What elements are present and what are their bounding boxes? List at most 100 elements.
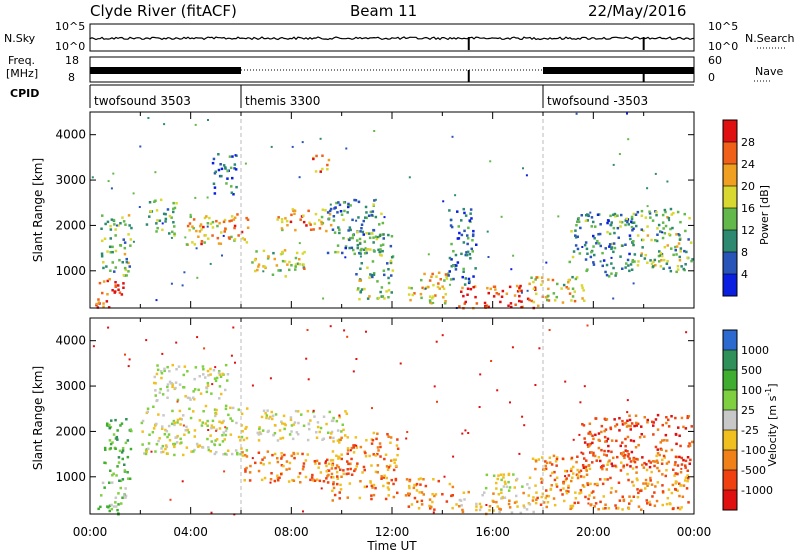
scatter-cell [201, 446, 205, 449]
scatter-dot [234, 361, 236, 364]
scatter-cell [122, 274, 125, 277]
scatter-cell [344, 246, 347, 250]
scatter-cell [166, 452, 169, 455]
scatter-cell [102, 261, 105, 264]
scatter-cell [467, 490, 470, 494]
scatter-cell [629, 428, 632, 431]
scatter-cell [413, 496, 417, 500]
scatter-cell [338, 203, 342, 207]
scatter-cell [157, 439, 160, 443]
scatter-cell [547, 287, 550, 291]
scatter-cell [312, 157, 315, 161]
scatter-cell [337, 201, 340, 204]
scatter-cell [604, 247, 607, 250]
scatter-cell [669, 227, 672, 231]
scatter-cell [586, 443, 590, 446]
scatter-cell [387, 268, 390, 271]
scatter-cell [626, 435, 630, 439]
scatter-cell [448, 270, 451, 273]
scatter-cell [370, 484, 374, 488]
scatter-cell [116, 438, 119, 441]
scatter-cell [486, 286, 489, 290]
scatter-cell [296, 410, 300, 413]
scatter-cell [531, 457, 535, 460]
scatter-cell [672, 468, 675, 471]
scatter-cell [570, 299, 573, 302]
scatter-dot [251, 457, 254, 460]
scatter-cell [645, 468, 649, 472]
scatter-cell [260, 415, 264, 419]
scatter-cell [624, 243, 627, 246]
scatter-cell [101, 291, 104, 295]
scatter-cell [638, 436, 642, 439]
scatter-cell [580, 284, 584, 287]
scatter-cell [154, 394, 157, 397]
scatter-cell [182, 414, 185, 417]
scatter-cell [630, 422, 634, 425]
scatter-cell [219, 242, 223, 245]
scatter-cell [318, 479, 322, 483]
scatter-dot [575, 112, 578, 115]
scatter-cell [324, 461, 327, 465]
scatter-cell [360, 223, 364, 226]
scatter-cell [656, 452, 660, 455]
scatter-cell [428, 504, 431, 508]
scatter-cell [636, 495, 640, 499]
scatter-cell [582, 466, 586, 469]
scatter-dot [344, 256, 347, 259]
scatter-cell [396, 491, 399, 495]
scatter-cell [112, 218, 116, 222]
scatter-cell [390, 291, 393, 294]
scatter-cell [379, 244, 383, 247]
scatter-cell [363, 468, 366, 472]
scatter-cell [178, 383, 182, 386]
scatter-cell [468, 280, 471, 283]
scatter-cell [230, 215, 234, 218]
scatter-cell [515, 494, 518, 498]
scatter-dot [432, 301, 435, 304]
scatter-cell [567, 474, 571, 477]
scatter-cell [503, 496, 507, 499]
scatter-cell [125, 274, 128, 277]
scatter-cell [415, 482, 419, 486]
scatter-cell [643, 416, 646, 419]
scatter-cell [626, 419, 629, 422]
scatter-cell [161, 228, 164, 232]
colorbar-swatch [723, 252, 737, 275]
scatter-cell [126, 439, 130, 442]
scatter-cell [449, 218, 453, 222]
scatter-cell [610, 450, 613, 454]
scatter-cell [340, 453, 343, 456]
scatter-cell [108, 423, 111, 427]
scatter-cell [414, 483, 417, 487]
scatter-cell [103, 461, 106, 464]
scatter-cell [632, 439, 636, 443]
scatter-cell [505, 485, 509, 489]
scatter-cell [204, 404, 208, 408]
scatter-dot [586, 324, 589, 327]
scatter-cell [290, 264, 293, 267]
scatter-cell [691, 258, 694, 261]
scatter-cell [109, 469, 112, 472]
scatter-cell [155, 209, 159, 212]
scatter-cell [644, 478, 648, 482]
scatter-cell [646, 225, 649, 228]
scatter-cell [410, 286, 413, 290]
scatter-dot [545, 261, 548, 264]
scatter-cell [209, 434, 212, 437]
scatter-cell [485, 304, 489, 307]
scatter-cell [464, 300, 467, 304]
scatter-cell [619, 255, 622, 258]
scatter-cell [603, 478, 607, 481]
scatter-cell [109, 228, 113, 231]
scatter-cell [622, 466, 625, 469]
scatter-cell [661, 503, 664, 507]
scatter-cell [235, 421, 238, 425]
scatter-cell [372, 493, 376, 497]
scatter-cell [332, 486, 336, 490]
scatter-cell [160, 376, 163, 380]
scatter-cell [607, 444, 610, 448]
scatter-cell [412, 486, 416, 490]
scatter-cell [102, 266, 105, 270]
scatter-cell [691, 440, 694, 444]
